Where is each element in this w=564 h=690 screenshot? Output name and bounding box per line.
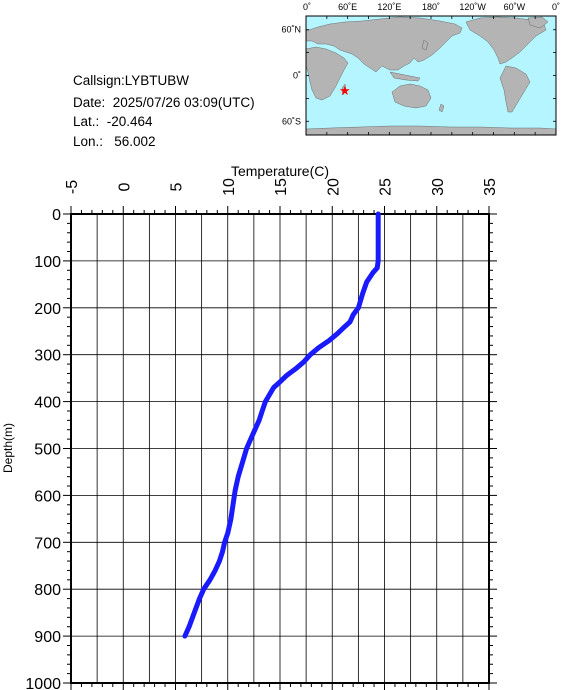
x-tick-label: -5 xyxy=(64,180,81,194)
land-madagascar xyxy=(341,83,347,96)
location-map: 0˚ 60˚E 120˚E 180˚ 120˚W 60˚W 0˚ 60˚N 0˚ 60˚S ★ xyxy=(281,2,560,136)
land-indonesia xyxy=(389,71,421,82)
map-lon-label: 0˚ xyxy=(552,2,560,12)
date-text: Date: 2025/07/26 03:09(UTC) xyxy=(73,95,255,110)
map-lon-label: 0˚ xyxy=(303,2,311,12)
latitude-text: Lat.: -20.464 xyxy=(73,114,153,129)
map-lon-label: 120˚W xyxy=(459,2,486,12)
y-tick-label: 100 xyxy=(34,254,61,271)
x-tick-label: 10 xyxy=(221,178,238,196)
map-latitude-labels: 60˚N 0˚ 60˚S xyxy=(281,25,301,127)
map-frame-ticks xyxy=(305,16,557,135)
y-tick-label: 400 xyxy=(34,395,61,412)
land-africa xyxy=(305,46,349,101)
y-tick-label: 1000 xyxy=(25,676,61,690)
land-new-zealand xyxy=(438,103,445,113)
y-tick-label: 200 xyxy=(34,301,61,318)
map-lon-label: 60˚W xyxy=(504,2,526,12)
plot-frame xyxy=(70,213,490,684)
land-greenland xyxy=(527,16,549,29)
longitude-text: Lon.: 56.002 xyxy=(73,134,156,149)
map-lon-label: 120˚E xyxy=(377,2,401,12)
y-tick-label: 600 xyxy=(34,488,61,505)
land-south-america xyxy=(499,65,531,113)
land-australia xyxy=(391,83,432,109)
y-tick-labels: 0 100 200 300 400 500 600 700 800 900 1000 xyxy=(25,207,61,690)
map-lat-label: 0˚ xyxy=(293,71,301,81)
x-tick-label: 35 xyxy=(482,178,499,196)
land-japan xyxy=(421,39,429,51)
x-tick-label: 20 xyxy=(325,178,342,196)
y-axis-title: Depth(m) xyxy=(1,423,15,473)
y-tick-label: 700 xyxy=(34,535,61,552)
land-eurasia xyxy=(305,16,463,73)
map-lat-label: 60˚N xyxy=(281,25,301,35)
y-tick-label: 0 xyxy=(52,207,61,224)
x-tick-label: 0 xyxy=(116,182,133,191)
float-location-star-icon: ★ xyxy=(339,83,351,98)
x-tick-label: 15 xyxy=(273,178,290,196)
x-tick-labels: -5 0 5 10 15 20 25 30 35 xyxy=(64,178,499,196)
x-axis-title: Temperature(C) xyxy=(231,163,329,179)
temperature-depth-chart: -5 0 5 10 15 20 25 30 35 01002003004005006007008… xyxy=(1,163,499,690)
y-tick-label: 800 xyxy=(34,582,61,599)
y-tick-label: 900 xyxy=(34,629,61,646)
land-north-america xyxy=(465,16,547,65)
y-tick-label: 300 xyxy=(34,348,61,365)
x-tick-label: 30 xyxy=(430,178,447,196)
x-tick-label: 5 xyxy=(169,182,186,191)
y-tick-label: 500 xyxy=(34,442,61,459)
map-longitude-labels: 0˚ 60˚E 120˚E 180˚ 120˚W 60˚W 0˚ xyxy=(303,2,560,12)
temperature-profile-line xyxy=(182,211,381,639)
x-tick-label: 25 xyxy=(378,178,395,196)
callsign-text: Callsign:LYBTUBW xyxy=(73,73,190,88)
map-lon-label: 60˚E xyxy=(338,2,357,12)
map-lon-label: 180˚ xyxy=(422,2,440,12)
map-lat-label: 60˚S xyxy=(282,116,301,126)
